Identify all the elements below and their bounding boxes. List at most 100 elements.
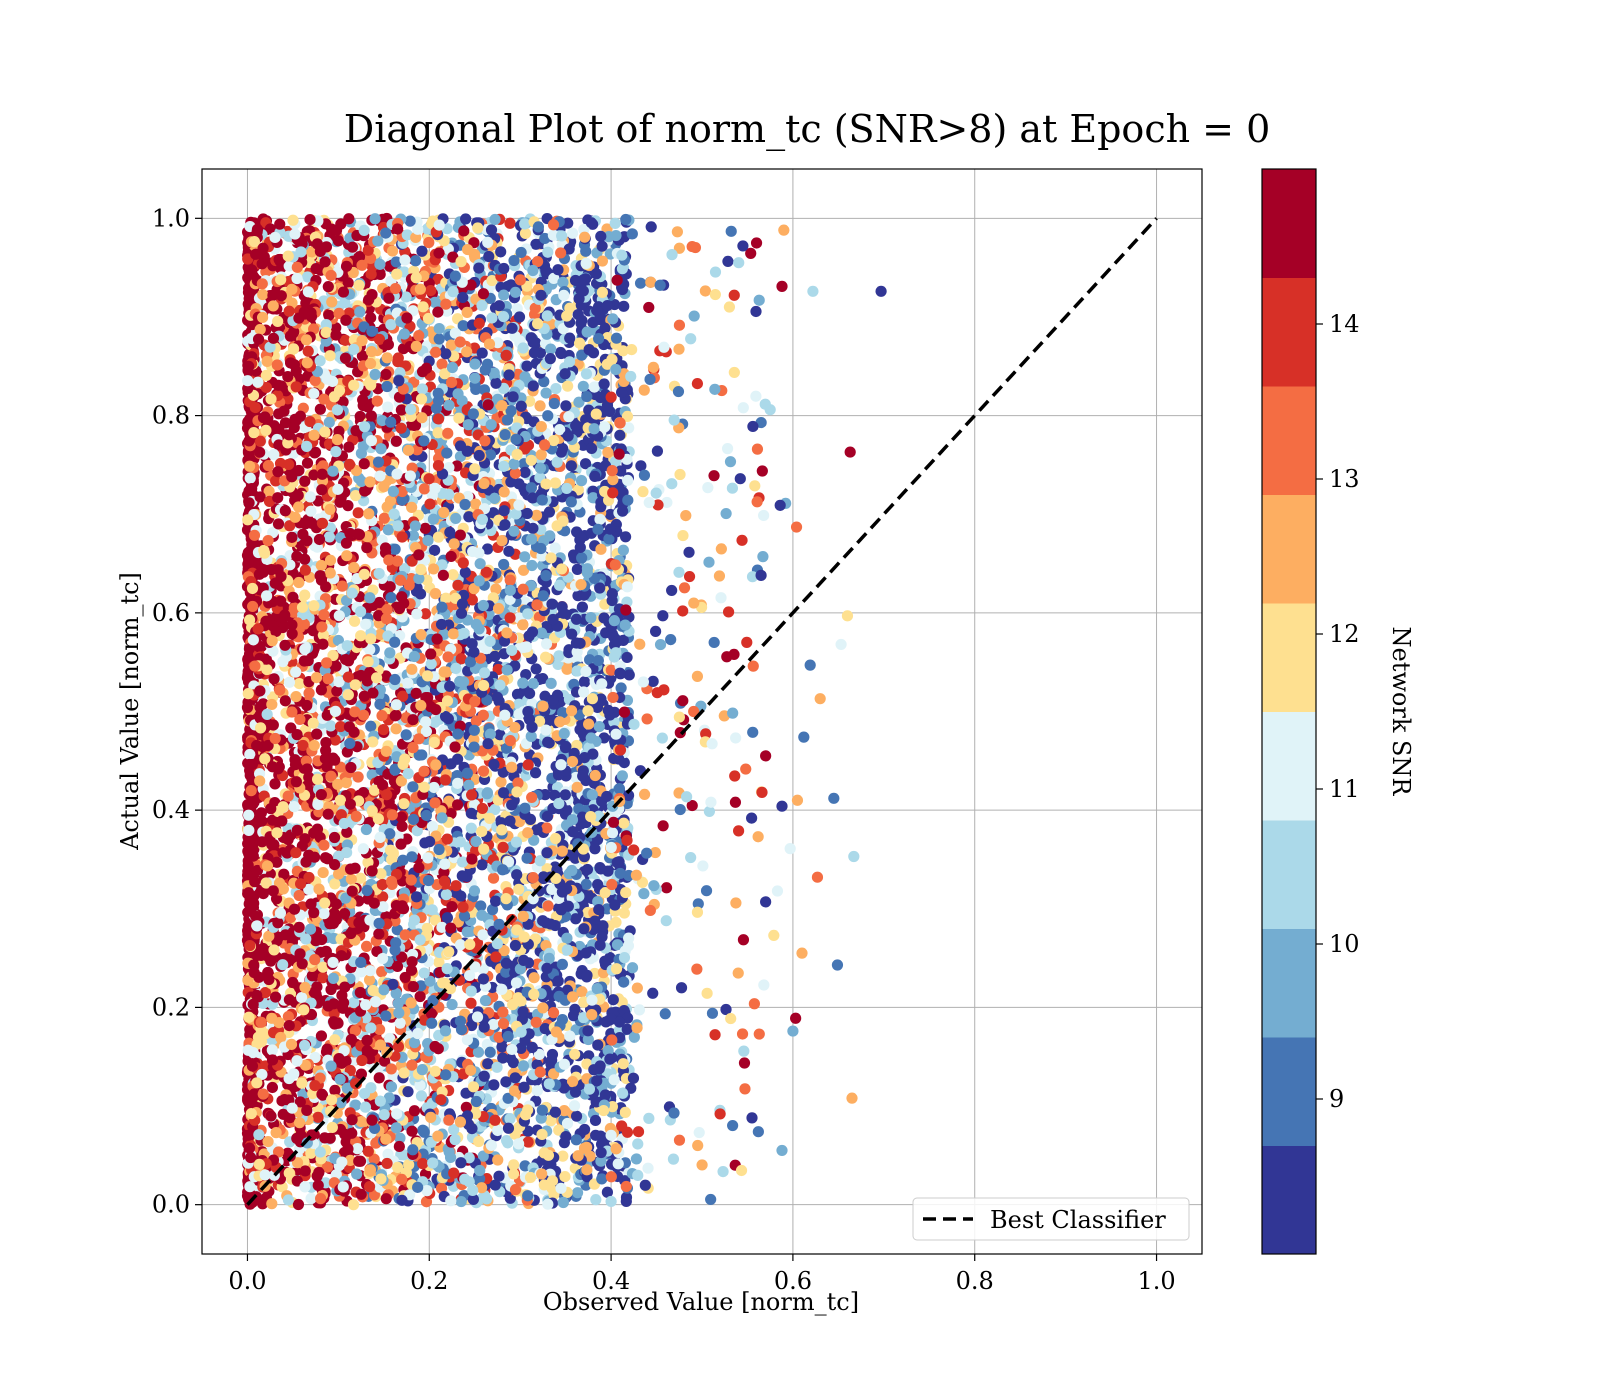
scatter-point — [476, 299, 488, 312]
scatter-point — [513, 883, 525, 895]
scatter-point — [465, 997, 477, 1009]
scatter-point — [524, 1171, 537, 1184]
scatter-point — [254, 775, 266, 787]
chart-title: Diagonal Plot of norm_tc (SNR>8) at Epoc… — [344, 107, 1271, 152]
scatter-point — [535, 449, 547, 461]
scatter-point — [245, 785, 257, 797]
scatter-point — [242, 415, 254, 427]
scatter-points — [241, 212, 887, 1211]
scatter-point — [519, 466, 531, 478]
scatter-point — [303, 687, 315, 699]
scatter-point — [405, 997, 417, 1009]
scatter-point — [395, 838, 407, 850]
scatter-point — [590, 1194, 602, 1206]
scatter-point — [617, 544, 629, 556]
scatter-point — [302, 345, 314, 357]
scatter-point — [596, 240, 608, 252]
scatter-point — [347, 1199, 360, 1211]
scatter-point — [527, 522, 539, 534]
scatter-point — [429, 588, 442, 600]
scatter-point — [541, 822, 553, 834]
scatter-point — [288, 801, 300, 813]
scatter-point — [355, 1188, 367, 1200]
scatter-point — [610, 916, 622, 928]
scatter-point — [594, 513, 606, 525]
scatter-point — [570, 913, 582, 925]
scatter-point — [267, 719, 279, 731]
scatter-point — [595, 543, 607, 555]
scatter-point — [463, 779, 475, 791]
scatter-point — [534, 400, 546, 412]
scatter-point — [296, 991, 308, 1004]
scatter-point — [329, 1084, 341, 1096]
scatter-point — [301, 457, 314, 469]
scatter-point — [389, 543, 401, 555]
scatter-point — [426, 904, 438, 916]
scatter-point — [293, 677, 305, 690]
scatter-point — [446, 998, 458, 1011]
scatter-point — [553, 650, 565, 662]
scatter-point — [581, 863, 594, 876]
scatter-point — [571, 1187, 584, 1199]
scatter-point — [400, 729, 412, 741]
scatter-point — [462, 419, 474, 431]
scatter-point — [581, 969, 593, 981]
scatter-point — [553, 579, 566, 591]
scatter-point — [299, 475, 311, 487]
scatter-point — [621, 651, 633, 664]
scatter-point — [495, 776, 507, 788]
scatter-point — [593, 720, 605, 733]
scatter-point — [459, 566, 471, 578]
scatter-point — [455, 1195, 467, 1208]
scatter-point — [312, 1111, 324, 1123]
scatter-point — [425, 284, 437, 297]
scatter-point — [429, 544, 441, 556]
scatter-point — [585, 612, 597, 624]
scatter-point — [619, 1106, 631, 1118]
scatter-point — [557, 1150, 569, 1162]
scatter-point — [386, 245, 399, 257]
scatter-point — [244, 748, 256, 761]
scatter-point — [620, 1195, 632, 1207]
scatter-point — [414, 990, 426, 1003]
scatter-point — [266, 1198, 278, 1210]
scatter-point — [578, 676, 591, 688]
scatter-point — [323, 416, 335, 428]
scatter-point — [315, 559, 327, 572]
scatter-point — [460, 213, 472, 225]
scatter-point — [301, 271, 314, 283]
scatter-point — [441, 447, 453, 459]
scatter-point — [549, 542, 561, 554]
scatter-point — [527, 336, 539, 348]
scatter-point — [519, 227, 532, 239]
scatter-point — [571, 781, 583, 793]
scatter-point — [475, 900, 487, 912]
scatter-point — [441, 912, 453, 924]
scatter-point — [419, 522, 431, 535]
scatter-point — [461, 767, 473, 779]
scatter-point — [530, 663, 542, 675]
scatter-point — [511, 688, 524, 700]
scatter-point — [365, 720, 377, 732]
scatter-point — [384, 647, 396, 659]
scatter-point — [571, 563, 583, 575]
scatter-point — [345, 873, 357, 885]
scatter-point — [551, 456, 563, 468]
scatter-point — [348, 615, 361, 627]
scatter-point — [314, 355, 326, 367]
scatter-point — [246, 538, 258, 551]
scatter-point — [487, 872, 500, 884]
scatter-point — [260, 424, 272, 436]
scatter-point — [469, 358, 481, 370]
scatter-point — [292, 1198, 305, 1211]
scatter-point — [360, 940, 373, 953]
scatter-point — [257, 288, 269, 301]
scatter-point — [476, 859, 488, 871]
scatter-point — [477, 288, 490, 300]
scatter-point — [329, 878, 341, 890]
scatter-point — [550, 382, 562, 395]
scatter-point — [519, 551, 531, 563]
scatter-point — [450, 880, 462, 892]
scatter-point — [447, 569, 459, 581]
